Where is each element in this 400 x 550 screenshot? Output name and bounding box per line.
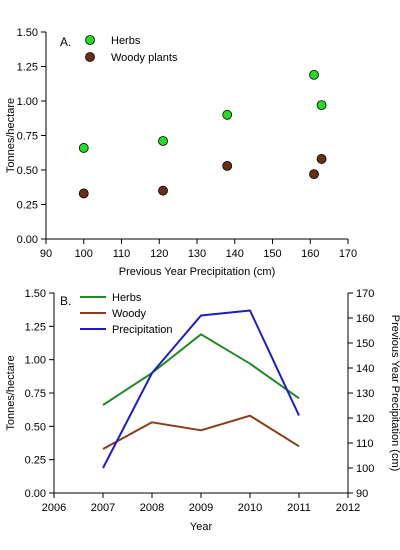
panel-b-y-tick-label: 1.00 <box>25 355 46 367</box>
panel-a-point <box>222 160 233 171</box>
panel-b-series-line <box>102 333 300 406</box>
panel-a-point <box>316 100 327 111</box>
panel-b-y2-tick-label: 170 <box>356 288 374 300</box>
panel-b-legend-label: Woody <box>112 308 147 320</box>
panel-a-x-label: Previous Year Precipitation (cm) <box>119 266 276 278</box>
panel-b-legend-label: Herbs <box>112 292 142 304</box>
panel-b-y2-tick-label: 140 <box>356 363 374 375</box>
panel-b-y2-tick-label: 110 <box>356 438 374 450</box>
panel-b-x-tick-label: 2006 <box>42 502 66 514</box>
panel-a-x-tick-label: 120 <box>150 248 168 260</box>
panel-a-x-tick-label: 100 <box>75 248 93 260</box>
panel-a-x-tick-label: 110 <box>113 248 131 260</box>
panel-b-y2-tick-label: 120 <box>356 413 374 425</box>
panel-b-y2-tick-label: 150 <box>356 338 374 350</box>
panel-a-label: A. <box>60 35 71 49</box>
panel-a: 0.00 0.25 0.50 0.75 1.00 1.25 1.50 90 100 110 120 1… <box>5 27 357 278</box>
panel-a-point <box>158 185 168 196</box>
panel-a-y-tick-label: 0.00 <box>17 234 38 246</box>
panel-a-point <box>309 169 319 180</box>
panel-a-y-tick-label: 0.25 <box>17 200 38 212</box>
panel-b-series-line <box>102 309 300 469</box>
panel-b-x-tick-label: 2011 <box>287 502 311 514</box>
panel-a-legend-label: Woody plants <box>111 52 178 64</box>
panel-a-y-tick-label: 0.75 <box>17 131 38 143</box>
panel-b-y-label: Tonnes/hectare <box>5 355 17 430</box>
panel-b-y-tick-label: 0.75 <box>25 388 46 400</box>
panel-a-y-tick-label: 1.25 <box>17 62 38 74</box>
panel-a-legend-marker <box>85 52 95 62</box>
panel-b-x-tick-label: 2009 <box>189 502 213 514</box>
panel-a-y-tick-label: 1.00 <box>17 96 38 108</box>
panel-a-legend-marker <box>85 35 95 45</box>
panel-b-x-label: Year <box>190 521 213 533</box>
panel-b-legend-label: Precipitation <box>112 324 173 336</box>
panel-b-y-tick-label: 0.50 <box>25 421 46 433</box>
panel-a-point <box>158 136 168 146</box>
panel-a-x-tick-label: 90 <box>40 248 52 260</box>
panel-b-x-tick-label: 2012 <box>336 502 360 514</box>
panel-a-legend-label: Herbs <box>111 35 141 47</box>
panel-b-y-tick-label: 1.50 <box>25 288 46 300</box>
panel-b-y2-tick-label: 130 <box>356 388 374 400</box>
panel-a-x-tick-label: 140 <box>226 248 244 260</box>
panel-b-y2-tick-label: 100 <box>356 463 374 475</box>
panel-b-y-tick-label: 0.00 <box>25 488 46 500</box>
panel-b: 0.00 0.25 0.50 0.75 1.00 1.25 1.50 90 100 110 120 1… <box>5 288 400 533</box>
panel-a-point <box>78 188 89 199</box>
panel-a-x-tick-label: 150 <box>263 248 281 260</box>
panel-a-x-tick-label: 160 <box>301 248 319 260</box>
panel-a-point <box>316 154 327 164</box>
panel-a-y-tick-label: 0.50 <box>17 165 38 177</box>
panel-a-y-label: Tonnes/hectare <box>5 98 17 173</box>
panel-b-x-tick-label: 2008 <box>140 502 164 514</box>
panel-b-x-tick-label: 2007 <box>91 502 115 514</box>
panel-b-series-line <box>102 414 300 450</box>
panel-b-y-tick-label: 0.25 <box>25 455 46 467</box>
panel-a-x-tick-label: 170 <box>339 248 357 260</box>
panel-b-y2-label: Previous Year Precipitation (cm) <box>389 315 400 472</box>
panel-b-label: B. <box>60 294 71 308</box>
panel-b-y2-tick-label: 160 <box>356 313 374 325</box>
panel-a-point <box>309 69 319 80</box>
panel-b-y-tick-label: 1.25 <box>25 321 46 333</box>
panel-a-x-tick-label: 130 <box>188 248 206 260</box>
panel-b-x-tick-label: 2010 <box>238 502 262 514</box>
panel-a-point <box>78 143 89 153</box>
panel-a-y-tick-label: 1.50 <box>17 27 38 39</box>
panel-a-point <box>222 109 233 120</box>
panel-b-y2-tick-label: 90 <box>356 488 368 500</box>
